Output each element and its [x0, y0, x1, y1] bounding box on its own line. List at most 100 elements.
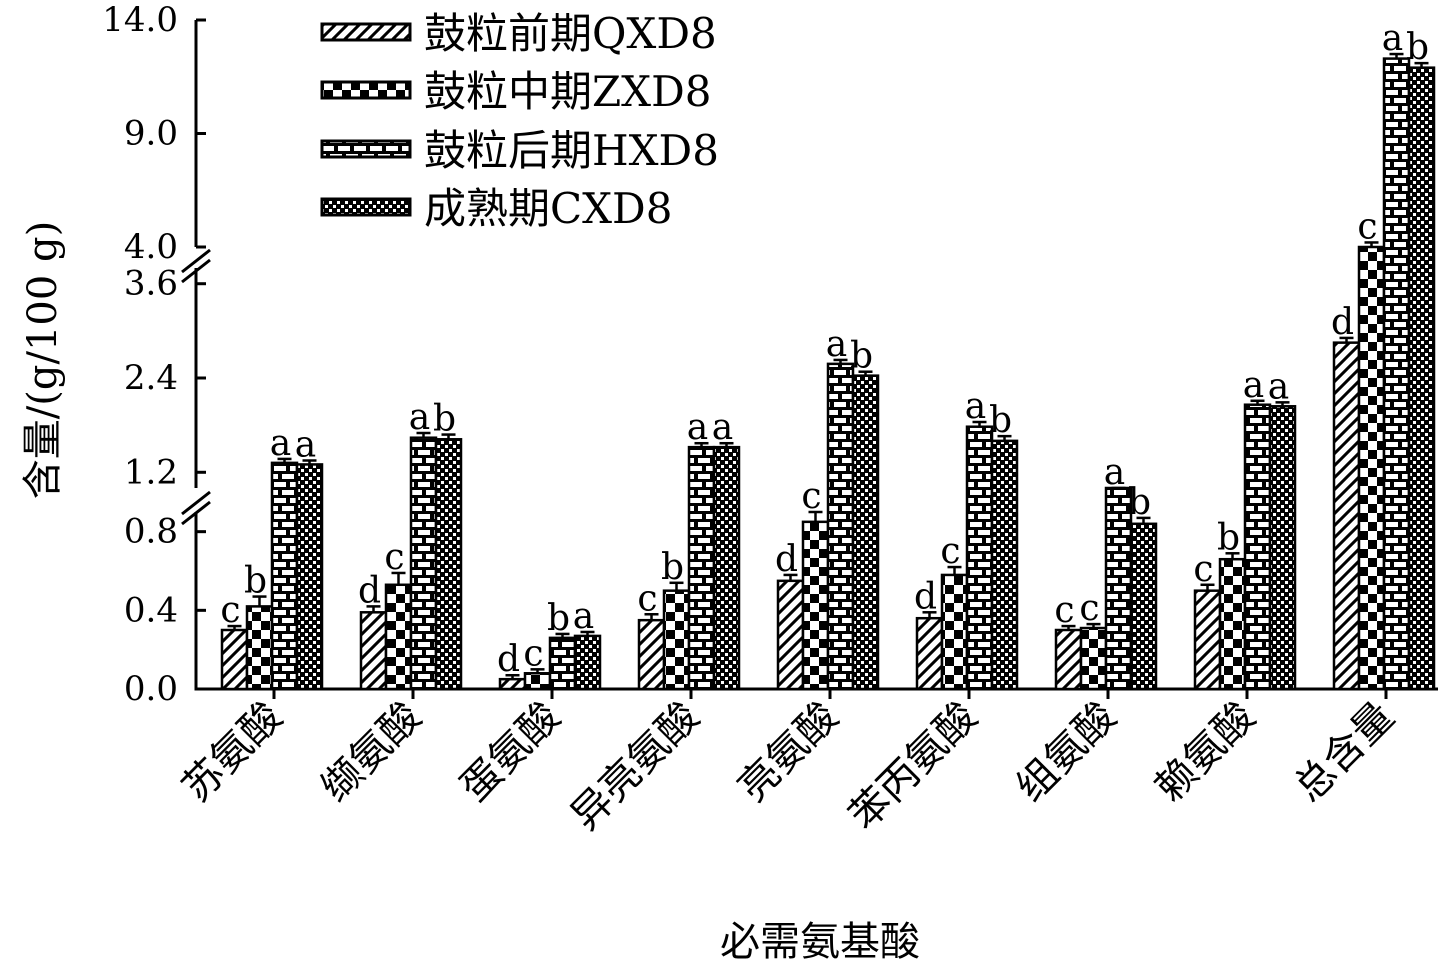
bar — [359, 611, 388, 691]
y-tick-label: 0.0 — [124, 669, 178, 709]
bar — [637, 618, 666, 691]
significance-label: a — [687, 407, 708, 448]
bar — [990, 439, 1019, 691]
bar — [409, 436, 438, 691]
significance-label: a — [295, 425, 316, 466]
significance-label: b — [1128, 482, 1151, 523]
significance-label: b — [433, 399, 456, 440]
significance-label: c — [801, 476, 821, 517]
significance-label: a — [712, 407, 733, 448]
bar — [1268, 405, 1297, 691]
significance-label: b — [1406, 27, 1429, 68]
significance-label: b — [1217, 517, 1240, 558]
x-tick-label: 蛋氨酸 — [452, 694, 569, 811]
bar — [826, 362, 855, 691]
bar — [1382, 57, 1411, 691]
bar — [801, 520, 830, 691]
significance-label: b — [244, 561, 267, 602]
y-tick-label: 2.4 — [124, 358, 178, 398]
legend-label-3: 成熟期CXD8 — [424, 184, 672, 233]
significance-label: b — [547, 598, 570, 639]
bar — [687, 445, 716, 691]
significance-label: c — [637, 578, 657, 619]
bar — [1193, 589, 1222, 691]
y-tick-label: 0.4 — [124, 590, 178, 630]
significance-label: d — [358, 570, 381, 611]
significance-label: c — [940, 531, 960, 572]
x-tick-label: 异亮氨酸 — [562, 694, 708, 840]
significance-label: c — [1079, 588, 1099, 629]
legend-item: 成熟期CXD8 — [320, 184, 672, 233]
legend: 鼓粒前期QXD8 鼓粒中期ZXD8 鼓粒后期HXD8 成熟期CXD8 — [320, 9, 719, 233]
x-tick-label: 亮氨酸 — [730, 694, 847, 811]
legend-swatch-1 — [320, 80, 412, 100]
bar — [245, 605, 274, 691]
y-tick-label: 9.0 — [124, 114, 178, 154]
y-tick-label: 1.2 — [124, 452, 178, 492]
axis-break-mark — [181, 258, 211, 284]
bar — [776, 579, 805, 691]
axis-break-mark — [181, 490, 211, 516]
bar — [1407, 66, 1436, 691]
bar — [573, 634, 602, 691]
legend-item: 鼓粒前期QXD8 — [320, 9, 717, 58]
x-axis-title: 必需氨基酸 — [720, 919, 920, 965]
significance-label: a — [1104, 452, 1125, 493]
significance-label: c — [523, 633, 543, 674]
bar — [270, 461, 299, 691]
significance-label: d — [1331, 302, 1354, 343]
bar — [712, 445, 741, 691]
bar — [662, 589, 691, 691]
significance-label: a — [826, 324, 847, 365]
bar — [1079, 626, 1108, 691]
bar — [498, 677, 527, 691]
bar — [851, 374, 880, 691]
legend-swatch-0 — [320, 22, 412, 42]
bar — [940, 573, 969, 691]
significance-label: a — [1268, 366, 1289, 407]
legend-swatch-2 — [320, 139, 412, 159]
legend-label-0: 鼓粒前期QXD8 — [424, 9, 717, 58]
legend-label-1: 鼓粒中期ZXD8 — [424, 67, 711, 116]
bar — [295, 463, 324, 691]
significance-label: b — [989, 400, 1012, 441]
bar — [1332, 341, 1361, 691]
bar — [1104, 486, 1133, 691]
bar — [220, 628, 249, 691]
significance-label: a — [270, 423, 291, 464]
significance-label: d — [775, 539, 798, 580]
y-axis-title: 含量/(g/100 g) — [20, 221, 66, 499]
legend-item: 鼓粒中期ZXD8 — [320, 67, 711, 116]
significance-label: c — [220, 590, 240, 631]
significance-label: a — [409, 397, 430, 438]
axis-break-mark — [181, 248, 211, 274]
significance-label: c — [1054, 590, 1074, 631]
significance-label: a — [573, 596, 594, 637]
significance-label: b — [661, 547, 684, 588]
legend-label-2: 鼓粒后期HXD8 — [424, 126, 719, 175]
bar — [384, 583, 413, 691]
bar — [915, 616, 944, 691]
axis-break-mark — [181, 500, 211, 526]
bar — [1243, 403, 1272, 691]
y-tick-label: 3.6 — [124, 264, 178, 304]
bar — [965, 425, 994, 691]
significance-label: a — [1243, 365, 1264, 406]
bar — [1054, 628, 1083, 691]
x-tick-label: 缬氨酸 — [313, 694, 430, 811]
significance-label: d — [914, 576, 937, 617]
significance-label: b — [850, 336, 873, 377]
x-tick-label: 苏氨酸 — [174, 694, 291, 811]
bar — [1218, 557, 1247, 691]
bar — [434, 438, 463, 691]
significance-label: c — [1193, 549, 1213, 590]
bar — [548, 636, 577, 691]
x-tick-label: 总含量 — [1286, 694, 1403, 811]
y-tick-label: 14.0 — [102, 0, 178, 40]
significance-label: d — [497, 639, 520, 680]
y-tick-label: 4.0 — [124, 227, 178, 267]
bar — [1357, 245, 1386, 691]
significance-label: c — [1357, 206, 1377, 247]
